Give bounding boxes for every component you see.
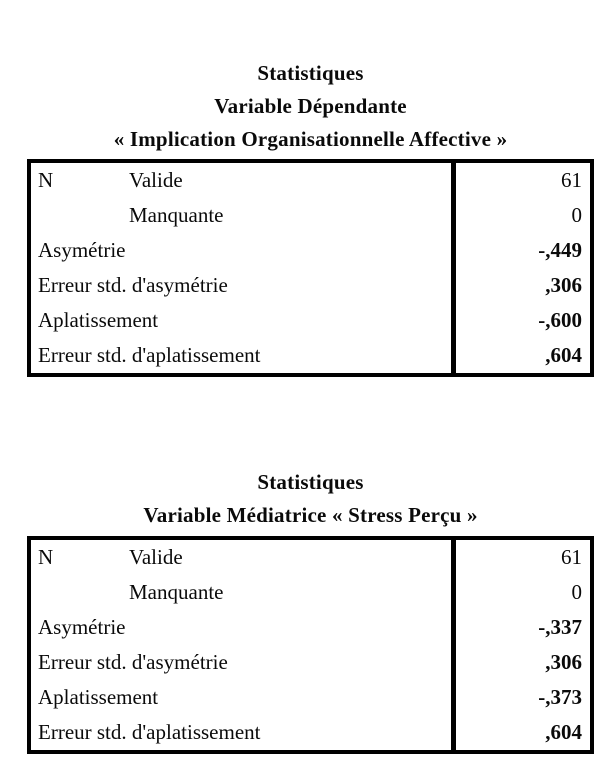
table-row: Erreur std. d'aplatissement ,604: [31, 715, 590, 750]
table-title-line-3: « Implication Organisationnelle Affectiv…: [113, 127, 508, 151]
row-value: 0: [571, 580, 583, 604]
row-label-cell: Aplatissement: [31, 308, 451, 333]
row-value-cell: ,306: [451, 645, 590, 680]
row-value: ,306: [545, 650, 582, 674]
table-row: Asymétrie -,337: [31, 610, 590, 645]
row-label-cell: Erreur std. d'aplatissement: [31, 720, 451, 745]
table-row: Erreur std. d'asymétrie ,306: [31, 268, 590, 303]
row-label-cell: N Valide: [31, 168, 451, 193]
table-row: N Valide 61: [31, 163, 590, 198]
row-value: 0: [571, 203, 583, 227]
row-label-cell: Manquante: [31, 580, 451, 605]
statistics-block-dependent-variable: Statistiques Variable Dépendante « Impli…: [27, 57, 594, 377]
row-sublabel: Valide: [129, 545, 183, 569]
row-label-cell: N Valide: [31, 545, 451, 570]
row-value: ,306: [545, 273, 582, 297]
row-value-cell: 61: [451, 163, 590, 198]
row-value-cell: ,306: [451, 268, 590, 303]
row-header: N: [38, 545, 54, 569]
row-value-cell: 0: [451, 198, 590, 233]
row-value-cell: -,337: [451, 610, 590, 645]
table-row: Manquante 0: [31, 198, 590, 233]
row-value-cell: -,373: [451, 680, 590, 715]
row-label-cell: Aplatissement: [31, 685, 451, 710]
table-title: Statistiques Variable Médiatrice « Stres…: [27, 466, 594, 532]
row-value-cell: ,604: [451, 338, 590, 373]
row-header: Erreur std. d'aplatissement: [38, 720, 261, 744]
row-value: -,600: [538, 308, 582, 332]
row-label-cell: Erreur std. d'asymétrie: [31, 650, 451, 675]
statistics-block-mediator-variable: Statistiques Variable Médiatrice « Stres…: [27, 466, 594, 754]
row-sublabel: Valide: [129, 168, 183, 192]
table-row: Aplatissement -,373: [31, 680, 590, 715]
statistics-table-dependent-variable: N Valide 61 Manquante 0 Asymétrie -,449 E…: [27, 159, 594, 377]
row-sublabel: Manquante: [129, 203, 224, 227]
row-header: Asymétrie: [38, 615, 126, 639]
table-row: Erreur std. d'aplatissement ,604: [31, 338, 590, 373]
row-value-cell: ,604: [451, 715, 590, 750]
row-label-cell: Erreur std. d'aplatissement: [31, 343, 451, 368]
document-page: Statistiques Variable Dépendante « Impli…: [27, 57, 594, 754]
row-label-cell: Asymétrie: [31, 238, 451, 263]
row-value: -,373: [538, 685, 582, 709]
table-row: N Valide 61: [31, 540, 590, 575]
row-header: N: [38, 168, 54, 192]
row-value-cell: 0: [451, 575, 590, 610]
row-value: ,604: [545, 720, 582, 744]
table-title-line-1: Statistiques: [257, 470, 364, 494]
table-title: Statistiques Variable Dépendante « Impli…: [27, 57, 594, 156]
row-value-cell: 61: [451, 540, 590, 575]
row-value: -,449: [538, 238, 582, 262]
row-sublabel: Manquante: [129, 580, 224, 604]
table-title-line-2: Variable Médiatrice « Stress Perçu »: [143, 503, 478, 527]
table-row: Manquante 0: [31, 575, 590, 610]
row-label-cell: Erreur std. d'asymétrie: [31, 273, 451, 298]
row-value-cell: -,449: [451, 233, 590, 268]
row-value-cell: -,600: [451, 303, 590, 338]
row-value: ,604: [545, 343, 582, 367]
table-title-line-1: Statistiques: [257, 61, 364, 85]
row-header: Erreur std. d'asymétrie: [38, 650, 228, 674]
row-value: 61: [561, 168, 582, 192]
row-label-cell: Asymétrie: [31, 615, 451, 640]
statistics-table-mediator-variable: N Valide 61 Manquante 0 Asymétrie -,337 E…: [27, 536, 594, 754]
table-row: Aplatissement -,600: [31, 303, 590, 338]
row-header: Aplatissement: [38, 685, 159, 709]
table-row: Erreur std. d'asymétrie ,306: [31, 645, 590, 680]
row-value: 61: [561, 545, 582, 569]
table-row: Asymétrie -,449: [31, 233, 590, 268]
row-header: Asymétrie: [38, 238, 126, 262]
row-header: Aplatissement: [38, 308, 159, 332]
row-value: -,337: [538, 615, 582, 639]
row-label-cell: Manquante: [31, 203, 451, 228]
row-header: Erreur std. d'asymétrie: [38, 273, 228, 297]
row-header: Erreur std. d'aplatissement: [38, 343, 261, 367]
table-title-line-2: Variable Dépendante: [214, 94, 407, 118]
